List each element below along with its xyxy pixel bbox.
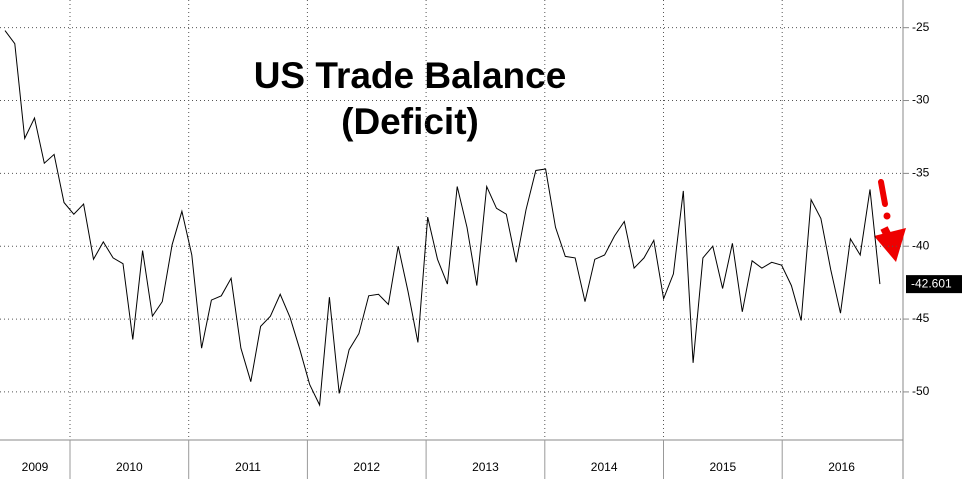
x-tick-label: 2012 bbox=[353, 460, 380, 474]
x-tick-label: 2014 bbox=[591, 460, 618, 474]
y-tick-label: -45 bbox=[912, 311, 930, 325]
chart-subtitle: (Deficit) bbox=[341, 101, 479, 142]
y-tick-label: -50 bbox=[912, 384, 930, 398]
x-tick-label: 2015 bbox=[709, 460, 736, 474]
last-value-box bbox=[906, 275, 962, 294]
x-tick-label: 2010 bbox=[116, 460, 143, 474]
data-line bbox=[4, 30, 881, 407]
last-value-label: -42.601 bbox=[911, 276, 952, 290]
chart-title: US Trade Balance bbox=[254, 55, 567, 96]
x-tick-label: 2013 bbox=[472, 460, 499, 474]
y-tick-label: -30 bbox=[912, 93, 930, 107]
annotation-arrow bbox=[874, 179, 906, 262]
x-tick-label: 2016 bbox=[828, 460, 855, 474]
y-tick-label: -40 bbox=[912, 238, 930, 252]
y-tick-label: -35 bbox=[912, 166, 930, 180]
y-tick-label: -25 bbox=[912, 20, 930, 34]
x-tick-label: 2009 bbox=[22, 460, 49, 474]
x-tick-label: 2011 bbox=[235, 460, 261, 474]
